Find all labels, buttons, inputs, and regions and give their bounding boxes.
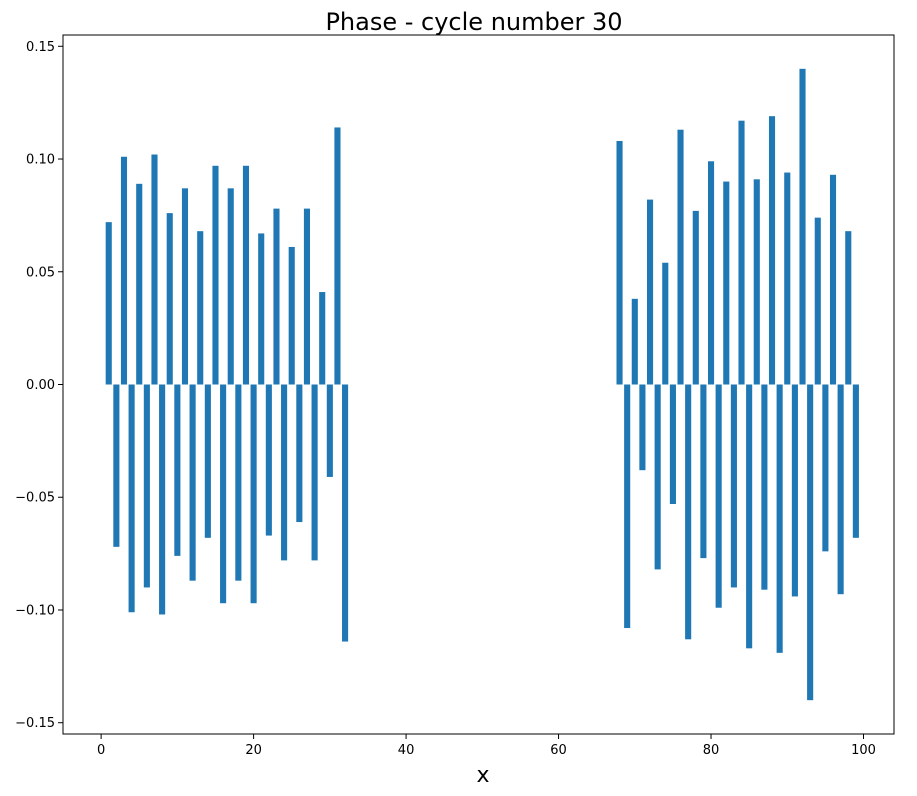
bar-x77-neg (685, 384, 692, 640)
bar-x8-neg (159, 384, 166, 615)
y-tick-label: 0.10 (26, 153, 55, 168)
y-tick-label: 0.00 (26, 378, 55, 393)
bar-x20-neg (250, 384, 257, 604)
bar-x10-neg (174, 384, 181, 556)
bar-x79-neg (700, 384, 707, 559)
y-tick-label: 0.05 (26, 265, 55, 280)
y-tick-label: −0.15 (15, 716, 55, 731)
bar-x29-pos (319, 292, 326, 385)
bar-x69-neg (624, 384, 631, 629)
bar-x98-pos (845, 231, 852, 385)
bar-x71-neg (639, 384, 646, 471)
bar-x13-pos (197, 231, 204, 385)
bar-x32-neg (342, 384, 349, 642)
bar-x7-pos (151, 154, 158, 385)
bar-x94-pos (814, 217, 821, 385)
bar-x86-pos (753, 179, 760, 385)
bar-x89-neg (776, 384, 783, 653)
x-tick-label: 40 (398, 743, 415, 758)
bar-x85-neg (746, 384, 753, 649)
x-tick-label: 0 (97, 743, 105, 758)
bar-x12-neg (189, 384, 196, 581)
bar-x91-neg (791, 384, 798, 597)
bar-x18-neg (235, 384, 242, 581)
bar-x4-neg (128, 384, 135, 613)
bar-x3-pos (120, 156, 128, 385)
bar-x96-pos (829, 174, 837, 385)
bar-x21-pos (258, 233, 265, 385)
bar-x31-pos (334, 127, 341, 385)
bar-x88-pos (768, 116, 776, 385)
bar-x92-pos (799, 68, 806, 385)
bar-x74-pos (662, 262, 669, 385)
ticks-layer: 0 20 40 60 80 100 −0.15 −0.10 −0.05 0.00 0.05 0.10 0… (15, 40, 876, 758)
chart-title: Phase - cycle number 30 (325, 8, 622, 36)
bar-x5-pos (136, 183, 143, 385)
bar-x84-pos (738, 120, 745, 385)
bar-x30-neg (326, 384, 333, 477)
bar-x70-pos (631, 298, 638, 385)
bar-x19-pos (242, 165, 250, 385)
bar-x22-neg (265, 384, 272, 536)
bar-x80-pos (707, 161, 715, 385)
bar-x23-pos (273, 208, 280, 385)
bar-x26-neg (296, 384, 303, 523)
plot-area-frame (62, 34, 895, 735)
bar-x17-pos (227, 188, 234, 385)
bar-x93-neg (807, 384, 814, 701)
bar-x76-pos (677, 129, 684, 385)
bar-x75-neg (669, 384, 676, 505)
bar-x72-pos (646, 199, 654, 385)
bar-x78-pos (692, 210, 699, 385)
bar-x11-pos (181, 188, 189, 385)
bar-x82-pos (723, 181, 730, 385)
bar-x25-pos (288, 246, 295, 385)
bar-x15-pos (212, 165, 219, 385)
x-tick-label: 20 (245, 743, 262, 758)
bar-x97-neg (837, 384, 844, 595)
bar-x9-pos (166, 213, 173, 385)
x-axis-label: x (476, 763, 489, 788)
y-tick-label: 0.15 (26, 40, 55, 55)
bar-x14-neg (204, 384, 211, 538)
bar-x1-pos (105, 222, 112, 385)
bar-x95-neg (822, 384, 829, 552)
bar-x90-pos (784, 172, 791, 385)
bar-x87-neg (761, 384, 768, 590)
x-tick-label: 80 (703, 743, 720, 758)
bars-layer (105, 68, 859, 701)
y-tick-label: −0.05 (15, 491, 55, 506)
bar-x16-neg (220, 384, 227, 604)
bar-x2-neg (113, 384, 120, 547)
bar-x6-neg (143, 384, 150, 588)
bar-x99-neg (852, 384, 859, 538)
bar-x73-neg (654, 384, 661, 570)
x-tick-label: 100 (851, 743, 876, 758)
bar-x83-neg (730, 384, 737, 588)
bar-x28-neg (311, 384, 318, 561)
bar-x81-neg (715, 384, 722, 608)
bar-x27-pos (303, 208, 311, 385)
x-tick-label: 60 (550, 743, 567, 758)
bar-x24-neg (281, 384, 288, 561)
y-tick-label: −0.10 (15, 603, 55, 618)
bar-x68-pos (616, 140, 623, 385)
